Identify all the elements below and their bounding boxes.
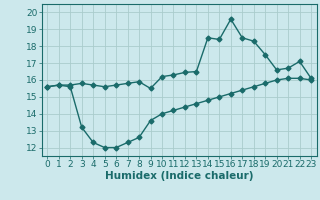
X-axis label: Humidex (Indice chaleur): Humidex (Indice chaleur) bbox=[105, 171, 253, 181]
